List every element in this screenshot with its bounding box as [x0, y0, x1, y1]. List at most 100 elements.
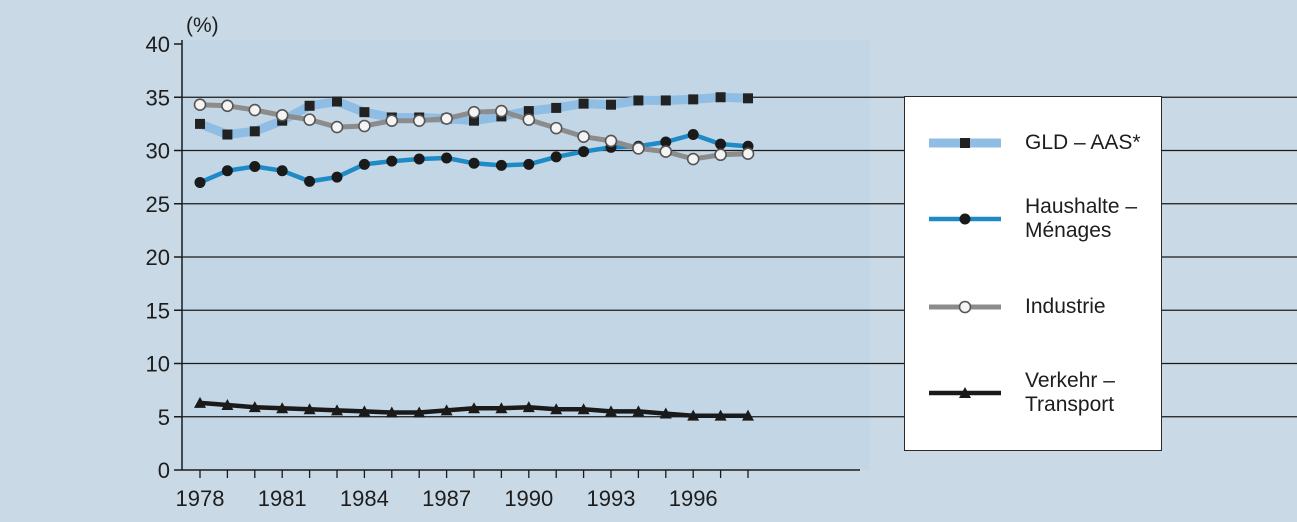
data-point-circle: [523, 158, 535, 170]
data-point-square: [332, 96, 342, 107]
y-tick-label: 40: [146, 32, 170, 57]
data-point-open-circle: [632, 142, 645, 155]
data-point-circle: [495, 159, 507, 171]
data-point-circle: [715, 138, 727, 150]
y-tick-label: 0: [158, 458, 170, 483]
data-point-open-circle: [604, 134, 618, 148]
data-point-open-circle: [358, 119, 371, 133]
data-point-triangle: [385, 406, 398, 418]
data-point-circle: [221, 165, 233, 177]
data-point-square: [304, 100, 315, 111]
legend-item: Industrie: [927, 295, 1106, 319]
data-point-open-circle: [193, 98, 207, 112]
data-point-open-circle: [495, 104, 508, 118]
data-point-square: [359, 107, 370, 118]
data-point-triangle: [742, 409, 754, 421]
data-point-square: [743, 93, 753, 104]
data-point-triangle: [959, 387, 971, 398]
data-point-open-circle: [248, 103, 262, 117]
data-point-square: [606, 99, 616, 110]
y-tick-label: 5: [158, 405, 170, 430]
data-point-open-circle: [303, 113, 316, 126]
y-tick-label: 25: [146, 192, 170, 217]
legend-swatch: [929, 138, 1001, 148]
data-point-square: [551, 102, 562, 113]
data-point-triangle: [495, 402, 508, 414]
y-tick-label: 15: [146, 298, 170, 323]
data-point-circle: [358, 158, 370, 170]
data-point-open-circle: [686, 152, 700, 166]
data-point-circle: [194, 176, 206, 188]
data-point-square: [633, 95, 644, 106]
data-point-open-circle: [549, 121, 563, 135]
data-point-triangle: [440, 404, 453, 416]
y-tick-label: 35: [146, 85, 170, 110]
data-point-square: [660, 95, 671, 106]
x-tick-label: 1981: [258, 486, 307, 511]
data-point-triangle: [714, 409, 727, 421]
data-point-open-circle: [385, 114, 399, 127]
data-point-open-circle: [467, 105, 481, 119]
data-point-circle: [276, 165, 288, 177]
data-point-open-circle: [659, 145, 673, 158]
legend-label: GLD – AAS*: [1025, 131, 1141, 154]
data-point-triangle: [248, 401, 261, 413]
series-3: [193, 98, 755, 166]
data-point-open-circle: [412, 114, 426, 127]
data-point-circle: [249, 160, 261, 172]
x-tick-label: 1990: [504, 486, 553, 511]
data-point-circle: [331, 171, 343, 183]
data-point-square: [715, 92, 726, 103]
legend-item: Haushalte – Ménages: [927, 195, 1137, 243]
data-point-triangle: [413, 406, 426, 418]
data-point-triangle: [303, 403, 316, 415]
data-point-circle: [468, 157, 480, 169]
data-point-triangle: [550, 403, 563, 415]
legend-swatch: [929, 387, 1001, 398]
data-point-triangle: [468, 402, 480, 414]
x-tick-label: 1987: [422, 486, 471, 511]
data-point-square: [688, 94, 699, 105]
data-point-open-circle: [275, 109, 289, 122]
data-point-square: [195, 118, 205, 129]
data-point-triangle: [577, 403, 590, 415]
data-point-square: [249, 126, 260, 137]
data-point-open-circle: [221, 99, 234, 113]
legend-swatch: [929, 300, 1001, 314]
data-point-open-circle: [440, 112, 453, 125]
data-point-triangle: [632, 405, 645, 417]
x-tick-label: 1978: [176, 486, 225, 511]
data-point-circle: [441, 152, 453, 164]
x-tick-label: 1996: [669, 486, 718, 511]
data-point-triangle: [358, 405, 371, 417]
x-tick-label: 1993: [587, 486, 636, 511]
data-point-triangle: [331, 404, 343, 416]
data-point-open-circle: [958, 300, 972, 314]
data-point-triangle: [605, 405, 617, 417]
legend-label: Verkehr – Transport: [1025, 369, 1115, 416]
y-tick-label: 10: [146, 352, 170, 377]
data-point-open-circle: [522, 113, 536, 126]
data-point-open-circle: [714, 148, 727, 162]
data-point-circle: [386, 155, 398, 167]
data-point-circle: [687, 129, 699, 141]
data-point-triangle: [522, 401, 535, 413]
data-point-circle: [660, 136, 672, 148]
data-point-circle: [959, 213, 971, 225]
data-point-open-circle: [330, 120, 344, 134]
data-point-circle: [304, 175, 316, 187]
data-point-triangle: [221, 399, 234, 411]
data-point-square: [523, 106, 534, 117]
data-point-open-circle: [577, 130, 590, 143]
legend-item: GLD – AAS*: [927, 131, 1141, 155]
data-point-triangle: [659, 407, 672, 419]
data-point-circle: [550, 151, 562, 163]
series-4: [194, 396, 754, 421]
data-point-triangle: [687, 409, 700, 421]
legend-label: Haushalte – Ménages: [1025, 195, 1138, 242]
data-point-circle: [578, 146, 590, 158]
data-point-square: [222, 129, 233, 140]
data-point-triangle: [276, 402, 289, 414]
